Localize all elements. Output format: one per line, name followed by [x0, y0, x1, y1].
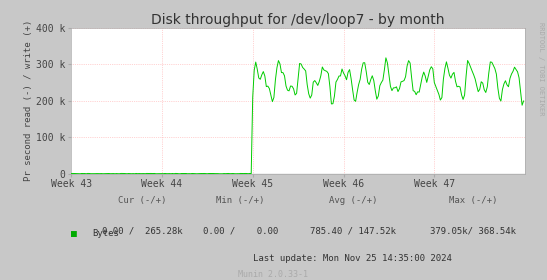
Text: Max (-/+): Max (-/+): [449, 196, 497, 205]
Text: Avg (-/+): Avg (-/+): [329, 196, 377, 205]
Title: Disk throughput for /dev/loop7 - by month: Disk throughput for /dev/loop7 - by mont…: [152, 13, 445, 27]
Text: Min (-/+): Min (-/+): [217, 196, 265, 205]
Text: Cur (-/+): Cur (-/+): [118, 196, 166, 205]
Text: 379.05k/ 368.54k: 379.05k/ 368.54k: [430, 227, 516, 236]
Text: 0.00 /  265.28k: 0.00 / 265.28k: [102, 227, 183, 236]
Text: Bytes: Bytes: [92, 229, 119, 238]
Text: RRDTOOL / TOBI OETIKER: RRDTOOL / TOBI OETIKER: [538, 22, 544, 116]
Text: Last update: Mon Nov 25 14:35:00 2024: Last update: Mon Nov 25 14:35:00 2024: [253, 254, 452, 263]
Text: 785.40 / 147.52k: 785.40 / 147.52k: [310, 227, 396, 236]
Text: ■: ■: [71, 229, 77, 239]
Text: 0.00 /    0.00: 0.00 / 0.00: [203, 227, 278, 236]
Y-axis label: Pr second read (-) / write (+): Pr second read (-) / write (+): [25, 20, 33, 181]
Text: Munin 2.0.33-1: Munin 2.0.33-1: [238, 270, 309, 279]
